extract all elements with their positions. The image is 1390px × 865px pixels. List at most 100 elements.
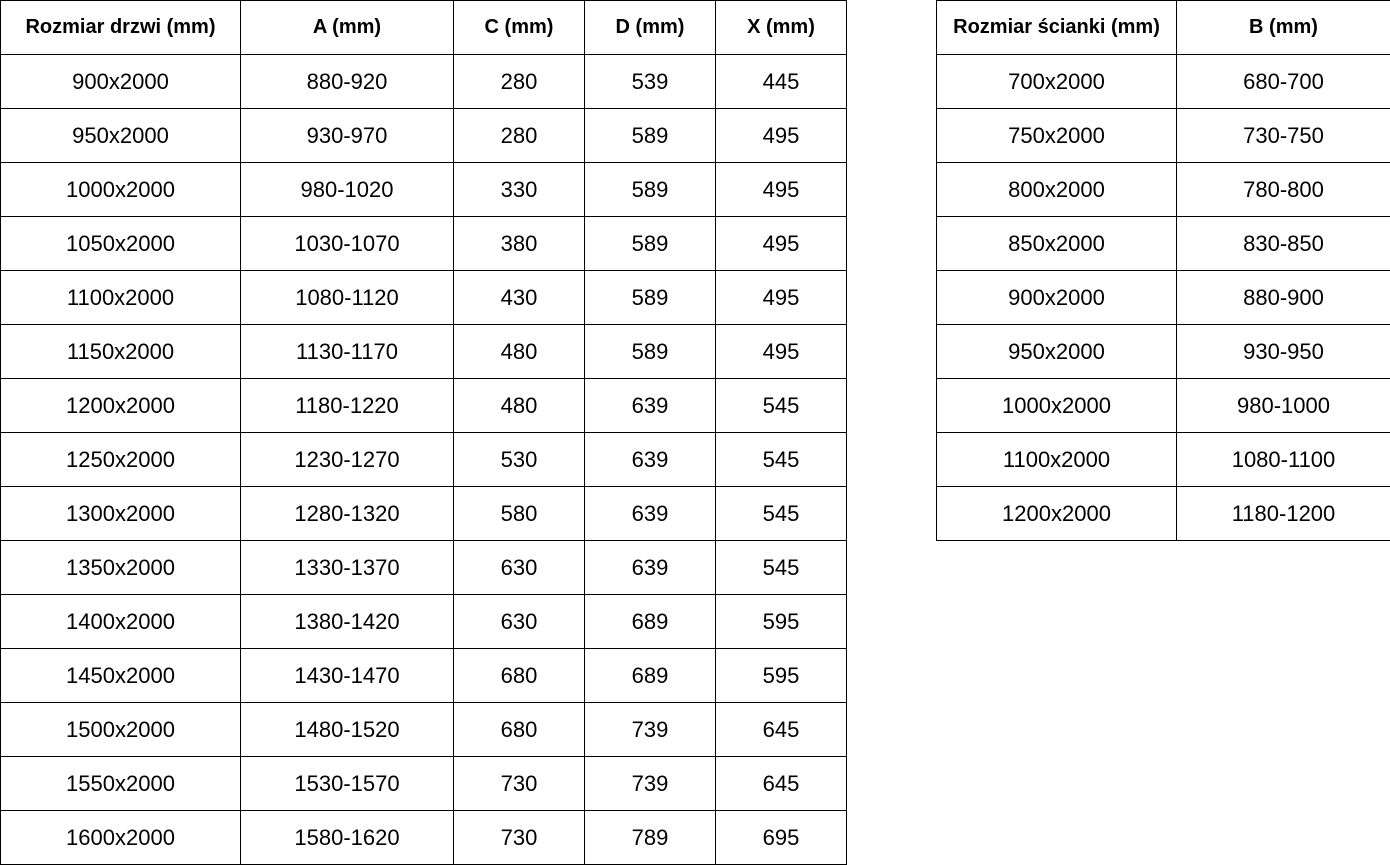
table-cell: 1450x2000 — [0, 648, 241, 703]
table-cell: 1230-1270 — [240, 432, 454, 487]
table-row: 1000x2000 980-1020 330 589 495 — [0, 162, 847, 217]
table-cell: 730 — [453, 756, 585, 811]
table-row: 850x2000 830-850 — [936, 216, 1390, 271]
table-cell: 639 — [584, 540, 716, 595]
table-cell: 595 — [715, 648, 847, 703]
table-row: 1400x2000 1380-1420 630 689 595 — [0, 594, 847, 649]
table-cell: 480 — [453, 378, 585, 433]
table-row: 1250x2000 1230-1270 530 639 545 — [0, 432, 847, 487]
table-cell: 280 — [453, 108, 585, 163]
table-cell: 630 — [453, 594, 585, 649]
table-cell: 950x2000 — [936, 324, 1177, 379]
column-header: B (mm) — [1176, 0, 1390, 55]
table-cell: 530 — [453, 432, 585, 487]
table-cell: 580 — [453, 486, 585, 541]
table-cell: 830-850 — [1176, 216, 1390, 271]
table-row: 1200x2000 1180-1220 480 639 545 — [0, 378, 847, 433]
table-row: 1100x2000 1080-1100 — [936, 432, 1390, 487]
table-cell: 930-950 — [1176, 324, 1390, 379]
table-cell: 1600x2000 — [0, 810, 241, 865]
table-cell: 880-900 — [1176, 270, 1390, 325]
table-cell: 980-1020 — [240, 162, 454, 217]
table-cell: 589 — [584, 216, 716, 271]
column-header: D (mm) — [584, 0, 716, 55]
table-cell: 1080-1120 — [240, 270, 454, 325]
table-cell: 1200x2000 — [0, 378, 241, 433]
table-cell: 495 — [715, 216, 847, 271]
column-header: Rozmiar ścianki (mm) — [936, 0, 1177, 55]
table-cell: 1130-1170 — [240, 324, 454, 379]
table-cell: 1180-1220 — [240, 378, 454, 433]
header-row: Rozmiar ścianki (mm) B (mm) — [936, 0, 1390, 55]
table-cell: 645 — [715, 756, 847, 811]
table-cell: 480 — [453, 324, 585, 379]
table-cell: 900x2000 — [936, 270, 1177, 325]
table-cell: 330 — [453, 162, 585, 217]
table-row: 700x2000 680-700 — [936, 54, 1390, 109]
table-cell: 750x2000 — [936, 108, 1177, 163]
table-row: 1550x2000 1530-1570 730 739 645 — [0, 756, 847, 811]
column-header: A (mm) — [240, 0, 454, 55]
table-cell: 1430-1470 — [240, 648, 454, 703]
table-cell: 730-750 — [1176, 108, 1390, 163]
table-cell: 545 — [715, 378, 847, 433]
table-row: 1000x2000 980-1000 — [936, 378, 1390, 433]
table-cell: 639 — [584, 432, 716, 487]
table-cell: 445 — [715, 54, 847, 109]
table-cell: 545 — [715, 486, 847, 541]
table-cell: 1300x2000 — [0, 486, 241, 541]
table-row: 1600x2000 1580-1620 730 789 695 — [0, 810, 847, 865]
table-row: 750x2000 730-750 — [936, 108, 1390, 163]
table-cell: 689 — [584, 594, 716, 649]
table-cell: 545 — [715, 432, 847, 487]
table-cell: 739 — [584, 756, 716, 811]
table-cell: 589 — [584, 324, 716, 379]
table-row: 900x2000 880-900 — [936, 270, 1390, 325]
table-cell: 495 — [715, 270, 847, 325]
table-row: 1100x2000 1080-1120 430 589 495 — [0, 270, 847, 325]
table-cell: 589 — [584, 108, 716, 163]
column-header: X (mm) — [715, 0, 847, 55]
table-cell: 495 — [715, 162, 847, 217]
table-cell: 680 — [453, 702, 585, 757]
header-row: Rozmiar drzwi (mm) A (mm) C (mm) D (mm) X (m… — [0, 0, 847, 55]
table-row: 1500x2000 1480-1520 680 739 645 — [0, 702, 847, 757]
table-cell: 380 — [453, 216, 585, 271]
table-cell: 1000x2000 — [0, 162, 241, 217]
table-cell: 1200x2000 — [936, 486, 1177, 541]
table-cell: 739 — [584, 702, 716, 757]
table-cell: 950x2000 — [0, 108, 241, 163]
table-cell: 1050x2000 — [0, 216, 241, 271]
table-cell: 589 — [584, 162, 716, 217]
table-cell: 1550x2000 — [0, 756, 241, 811]
table-cell: 1080-1100 — [1176, 432, 1390, 487]
table-cell: 630 — [453, 540, 585, 595]
table-cell: 1580-1620 — [240, 810, 454, 865]
table-row: 1300x2000 1280-1320 580 639 545 — [0, 486, 847, 541]
door-sizes-table: Rozmiar drzwi (mm) A (mm) C (mm) D (mm) X (m… — [0, 0, 847, 865]
table-cell: 1500x2000 — [0, 702, 241, 757]
table-cell: 1100x2000 — [936, 432, 1177, 487]
table-row: 950x2000 930-970 280 589 495 — [0, 108, 847, 163]
table-cell: 1530-1570 — [240, 756, 454, 811]
column-header: Rozmiar drzwi (mm) — [0, 0, 241, 55]
table-cell: 980-1000 — [1176, 378, 1390, 433]
table-cell: 780-800 — [1176, 162, 1390, 217]
table-row: 1350x2000 1330-1370 630 639 545 — [0, 540, 847, 595]
table-cell: 1100x2000 — [0, 270, 241, 325]
table-row: 1200x2000 1180-1200 — [936, 486, 1390, 541]
table-cell: 1350x2000 — [0, 540, 241, 595]
table-cell: 1150x2000 — [0, 324, 241, 379]
table-cell: 800x2000 — [936, 162, 1177, 217]
table-cell: 545 — [715, 540, 847, 595]
table-cell: 900x2000 — [0, 54, 241, 109]
table-cell: 689 — [584, 648, 716, 703]
table-row: 1450x2000 1430-1470 680 689 595 — [0, 648, 847, 703]
table-cell: 430 — [453, 270, 585, 325]
table-cell: 639 — [584, 378, 716, 433]
table-cell: 930-970 — [240, 108, 454, 163]
table-row: 1050x2000 1030-1070 380 589 495 — [0, 216, 847, 271]
table-row: 950x2000 930-950 — [936, 324, 1390, 379]
table-cell: 680 — [453, 648, 585, 703]
table-cell: 1280-1320 — [240, 486, 454, 541]
